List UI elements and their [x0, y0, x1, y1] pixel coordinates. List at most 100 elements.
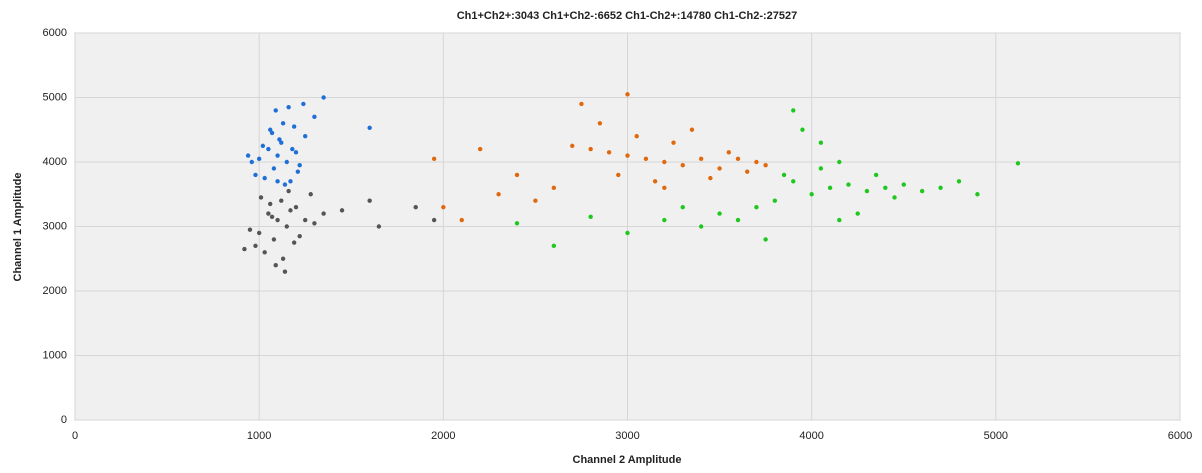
point [514, 172, 520, 178]
point [818, 166, 824, 171]
x-tick-label: 0 [72, 430, 78, 442]
point [735, 156, 741, 161]
point [431, 156, 437, 161]
x-tick-label: 6000 [1168, 430, 1192, 442]
point [634, 134, 639, 139]
point [763, 237, 768, 242]
point [290, 146, 295, 152]
point [268, 127, 273, 132]
point [754, 204, 759, 210]
y-tick-label: 2000 [43, 285, 67, 297]
point [256, 230, 262, 236]
chart-title: Ch1+Ch2+:3043 Ch1+Ch2-:6652 Ch1-Ch2+:147… [457, 10, 798, 22]
point [901, 182, 906, 187]
point [625, 92, 630, 97]
point [698, 224, 704, 229]
point [253, 243, 258, 249]
point [763, 163, 768, 168]
point [260, 143, 266, 149]
point [253, 172, 258, 178]
point [288, 179, 293, 184]
y-tick-label: 3000 [43, 220, 67, 232]
point [339, 208, 345, 213]
point [533, 198, 538, 203]
point [938, 185, 943, 190]
point [303, 217, 308, 223]
point [286, 188, 291, 194]
point [643, 156, 649, 161]
point [837, 159, 842, 165]
point [975, 192, 980, 197]
point [662, 185, 667, 190]
point [242, 246, 247, 252]
x-tick-label: 1000 [247, 430, 271, 442]
point [413, 204, 418, 210]
point [280, 256, 286, 261]
point [288, 208, 293, 213]
point [956, 179, 962, 184]
point [883, 185, 888, 190]
point [312, 221, 317, 226]
point [291, 240, 297, 245]
point [266, 211, 271, 216]
point [791, 179, 796, 184]
point [277, 137, 282, 142]
point [606, 150, 612, 155]
point [588, 146, 593, 152]
point [809, 192, 814, 197]
point [625, 153, 630, 158]
point [892, 195, 897, 200]
point [266, 146, 271, 152]
point [625, 230, 630, 236]
point [284, 224, 289, 229]
point [295, 169, 301, 174]
point [245, 153, 251, 158]
point [597, 121, 603, 126]
point [273, 263, 278, 268]
point [772, 198, 778, 203]
point [781, 172, 787, 178]
point [284, 159, 289, 165]
point [280, 121, 286, 126]
point [441, 204, 446, 210]
point [818, 140, 824, 145]
x-tick-label: 2000 [431, 430, 455, 442]
point [247, 227, 253, 232]
point [268, 201, 273, 207]
point [717, 166, 722, 171]
point [551, 243, 557, 249]
point [919, 188, 925, 194]
point [754, 159, 759, 165]
point [698, 156, 704, 161]
point [800, 127, 805, 132]
x-tick-label: 4000 [799, 430, 823, 442]
point [745, 169, 750, 174]
point [286, 104, 291, 110]
point [303, 134, 308, 139]
point [262, 250, 267, 255]
point [837, 217, 842, 223]
x-axis-label: Channel 2 Amplitude [573, 454, 682, 466]
y-tick-label: 4000 [43, 156, 67, 168]
point [271, 237, 277, 242]
point [726, 150, 731, 155]
point [791, 108, 796, 113]
point [273, 108, 278, 113]
point [297, 163, 302, 168]
point [873, 172, 879, 178]
point [293, 204, 299, 210]
point [275, 179, 280, 184]
point [570, 143, 575, 149]
point [271, 166, 277, 171]
point [249, 159, 254, 165]
y-tick-label: 6000 [43, 27, 67, 39]
point [291, 124, 297, 129]
point [321, 211, 326, 216]
point [279, 198, 284, 203]
point [269, 214, 275, 220]
point [846, 182, 851, 187]
point [269, 130, 275, 136]
point [258, 195, 264, 200]
point [321, 95, 326, 100]
